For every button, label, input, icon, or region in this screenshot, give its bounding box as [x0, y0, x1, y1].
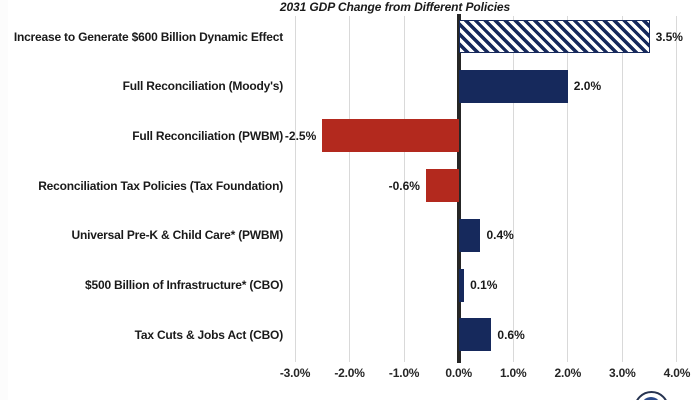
chart-bar	[458, 218, 481, 252]
category-label: Full Reconciliation (PWBM)	[132, 128, 283, 143]
x-axis-tick-label: 2.0%	[554, 366, 582, 380]
chart-bar	[322, 119, 459, 153]
vertical-gridline	[621, 16, 623, 362]
chart-title: 2031 GDP Change from Different Policies	[279, 0, 511, 14]
vertical-gridline	[403, 16, 405, 362]
bar-value-label: 3.5%	[655, 29, 683, 44]
circular-seal-logo-icon	[634, 391, 669, 400]
left-edge-strip	[0, 0, 8, 400]
bar-value-label: -2.5%	[284, 128, 317, 143]
category-label: Reconciliation Tax Policies (Tax Foundat…	[38, 178, 283, 193]
chart-bar	[458, 268, 465, 302]
category-label: Full Reconciliation (Moody's)	[122, 79, 284, 94]
chart-bar	[458, 69, 568, 103]
vertical-gridline	[349, 16, 351, 362]
x-axis-tick-label: -3.0%	[279, 366, 311, 380]
bar-value-label: -0.6%	[388, 178, 420, 193]
chart-bar	[458, 20, 650, 53]
x-axis-tick-label: 1.0%	[499, 366, 527, 380]
x-axis-tick-label: 0.0%	[445, 366, 472, 380]
vertical-gridline	[567, 16, 569, 362]
bar-value-label: 0.6%	[497, 327, 525, 342]
bar-value-label: 2.0%	[573, 79, 602, 94]
category-label: $500 Billion of Infrastructure* (CBO)	[85, 278, 283, 292]
x-axis-tick-label: -2.0%	[334, 366, 365, 380]
x-axis-tick-label: 3.0%	[609, 366, 636, 380]
category-label: Increase to Generate $600 Billion Dynami…	[13, 29, 283, 44]
bar-value-label: 0.4%	[486, 228, 514, 243]
x-axis-tick-label: 4.0%	[663, 366, 691, 380]
zero-axis-line	[456, 14, 461, 363]
x-axis-tick-label: -1.0%	[388, 366, 420, 380]
category-label: Universal Pre-K & Child Care* (PWBM)	[71, 228, 283, 243]
vertical-gridline	[294, 16, 296, 362]
bar-value-label: 0.1%	[470, 278, 498, 292]
vertical-gridline	[676, 16, 678, 362]
category-label: Tax Cuts & Jobs Act (CBO)	[134, 327, 284, 342]
chart-bar	[458, 318, 492, 352]
vertical-gridline	[512, 16, 514, 362]
logo-inner-disc	[641, 397, 661, 400]
chart-bar	[425, 169, 459, 203]
